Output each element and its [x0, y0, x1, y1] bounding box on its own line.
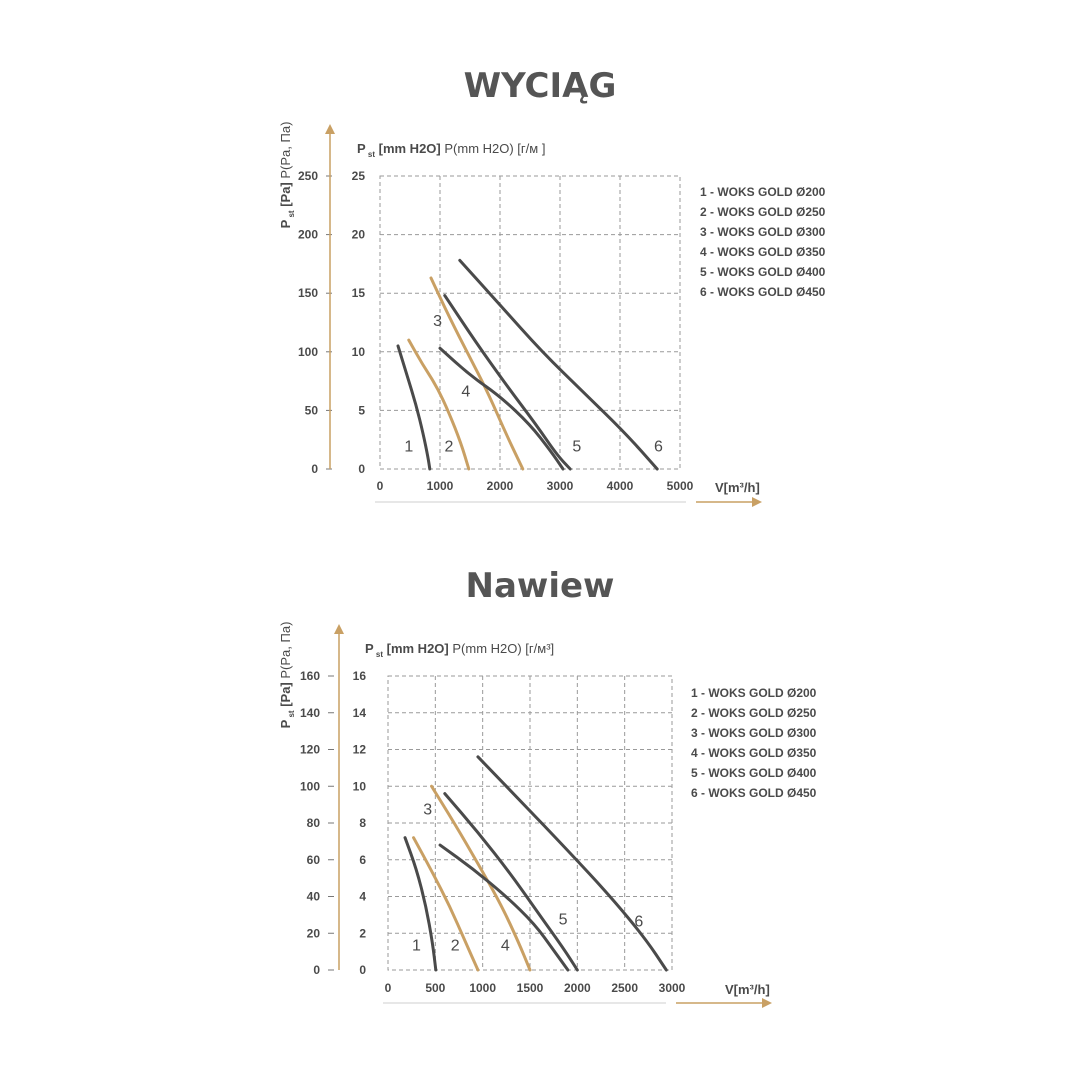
series-curve-4 [438, 346, 565, 471]
y-tick-label-mm: 10 [352, 345, 366, 359]
y-tick-label-mm: 25 [352, 169, 366, 183]
y-tick-label-mm: 6 [359, 853, 366, 867]
y-axis-top-label: P st [mm H2O] P(mm H2O) [г/м³] [365, 641, 554, 659]
x-tick-label: 3000 [659, 981, 686, 995]
chart-title-exhaust: WYCIĄG [463, 66, 617, 106]
x-axis-arrow-head [762, 998, 772, 1008]
legend-entry: 1 - WOKS GOLD Ø200 [700, 185, 826, 199]
x-axis-label: V[m³/h] [715, 480, 760, 495]
y-tick-label-pa: 0 [313, 963, 320, 977]
series-curve-2 [412, 836, 480, 972]
y-tick-label-pa: 80 [307, 816, 321, 830]
curve-label-3: 3 [433, 313, 442, 330]
y-tick-label-mm: 15 [352, 286, 366, 300]
plot-frame [379, 175, 681, 470]
legend-entry: 2 - WOKS GOLD Ø250 [700, 205, 826, 219]
y-tick-label-pa: 100 [300, 779, 320, 793]
y-tick-label-pa: 40 [307, 890, 321, 904]
legend-entry: 4 - WOKS GOLD Ø350 [691, 746, 817, 760]
legend-entry: 3 - WOKS GOLD Ø300 [700, 225, 826, 239]
y-tick-label-pa: 150 [298, 286, 318, 300]
legend-entry: 6 - WOKS GOLD Ø450 [691, 786, 817, 800]
series-curve-1 [396, 344, 432, 471]
y-tick-label-mm: 0 [359, 963, 366, 977]
x-tick-label: 1500 [517, 981, 544, 995]
x-axis-label: V[m³/h] [725, 982, 770, 997]
curve-label-2: 2 [451, 937, 460, 954]
curve-label-1: 1 [404, 439, 413, 456]
x-axis-arrow-head [752, 497, 762, 507]
x-tick-label: 1000 [427, 479, 454, 493]
y-tick-label-pa: 20 [307, 926, 321, 940]
y-tick-label-pa: 100 [298, 345, 318, 359]
x-tick-label: 2000 [487, 479, 514, 493]
curve-label-5: 5 [559, 912, 568, 929]
y-tick-label-mm: 12 [353, 743, 367, 757]
curve-label-3: 3 [423, 801, 432, 818]
series-curve-1 [403, 836, 438, 972]
y-tick-label-mm: 10 [353, 779, 367, 793]
legend-entry: 3 - WOKS GOLD Ø300 [691, 726, 817, 740]
y-tick-label-pa: 160 [300, 669, 320, 683]
y-tick-label-pa: 50 [305, 403, 319, 417]
y-tick-label-pa: 200 [298, 228, 318, 242]
y-tick-label-pa: 120 [300, 743, 320, 757]
x-tick-label: 4000 [607, 479, 634, 493]
curve-label-4: 4 [501, 937, 510, 954]
series-curve-6 [476, 755, 668, 972]
y-tick-label-pa: 60 [307, 853, 321, 867]
y-tick-label-mm: 5 [358, 403, 365, 417]
x-tick-label: 0 [377, 479, 384, 493]
curve-label-1: 1 [412, 937, 421, 954]
legend-entry: 5 - WOKS GOLD Ø400 [700, 265, 826, 279]
x-tick-label: 0 [385, 981, 392, 995]
x-tick-label: 2000 [564, 981, 591, 995]
x-tick-label: 1000 [469, 981, 496, 995]
legend-entry: 5 - WOKS GOLD Ø400 [691, 766, 817, 780]
series-curve-4 [438, 843, 570, 972]
y-tick-label-mm: 0 [358, 462, 365, 476]
series-curve-5 [443, 294, 572, 471]
legend-entry: 1 - WOKS GOLD Ø200 [691, 686, 817, 700]
y-tick-label-pa: 0 [311, 462, 318, 476]
x-tick-label: 2500 [611, 981, 638, 995]
curve-label-5: 5 [572, 439, 581, 456]
series-curve-6 [458, 258, 659, 471]
legend-entry: 2 - WOKS GOLD Ø250 [691, 706, 817, 720]
y-axis-side-label: P st [Pa] P(Pa, Па) [278, 122, 296, 229]
y-tick-label-mm: 4 [359, 890, 366, 904]
y-tick-label-mm: 16 [353, 669, 367, 683]
y-tick-label-mm: 2 [359, 926, 366, 940]
series-curve-5 [443, 792, 579, 972]
y-axis-arrow-head [334, 624, 344, 634]
curve-label-6: 6 [634, 913, 643, 930]
series-curve-3 [430, 784, 532, 972]
series-curve-2 [407, 338, 471, 471]
y-axis-top-label: P st [mm H2O] P(mm H2O) [г/м ] [357, 141, 545, 159]
series-curve-3 [429, 276, 525, 471]
y-axis-arrow-head [325, 124, 335, 134]
y-tick-label-mm: 14 [353, 706, 367, 720]
y-tick-label-mm: 8 [359, 816, 366, 830]
legend-entry: 4 - WOKS GOLD Ø350 [700, 245, 826, 259]
x-tick-label: 3000 [547, 479, 574, 493]
y-tick-label-pa: 140 [300, 706, 320, 720]
chart-title-supply: Nawiew [465, 566, 615, 606]
y-tick-label-mm: 20 [352, 228, 366, 242]
x-tick-label: 5000 [667, 479, 694, 493]
y-tick-label-pa: 250 [298, 169, 318, 183]
curve-label-2: 2 [445, 439, 454, 456]
x-tick-label: 500 [425, 981, 445, 995]
curve-label-4: 4 [461, 383, 470, 400]
legend-entry: 6 - WOKS GOLD Ø450 [700, 285, 826, 299]
curve-label-6: 6 [654, 439, 663, 456]
y-axis-side-label: P st [Pa] P(Pa, Па) [278, 622, 296, 729]
